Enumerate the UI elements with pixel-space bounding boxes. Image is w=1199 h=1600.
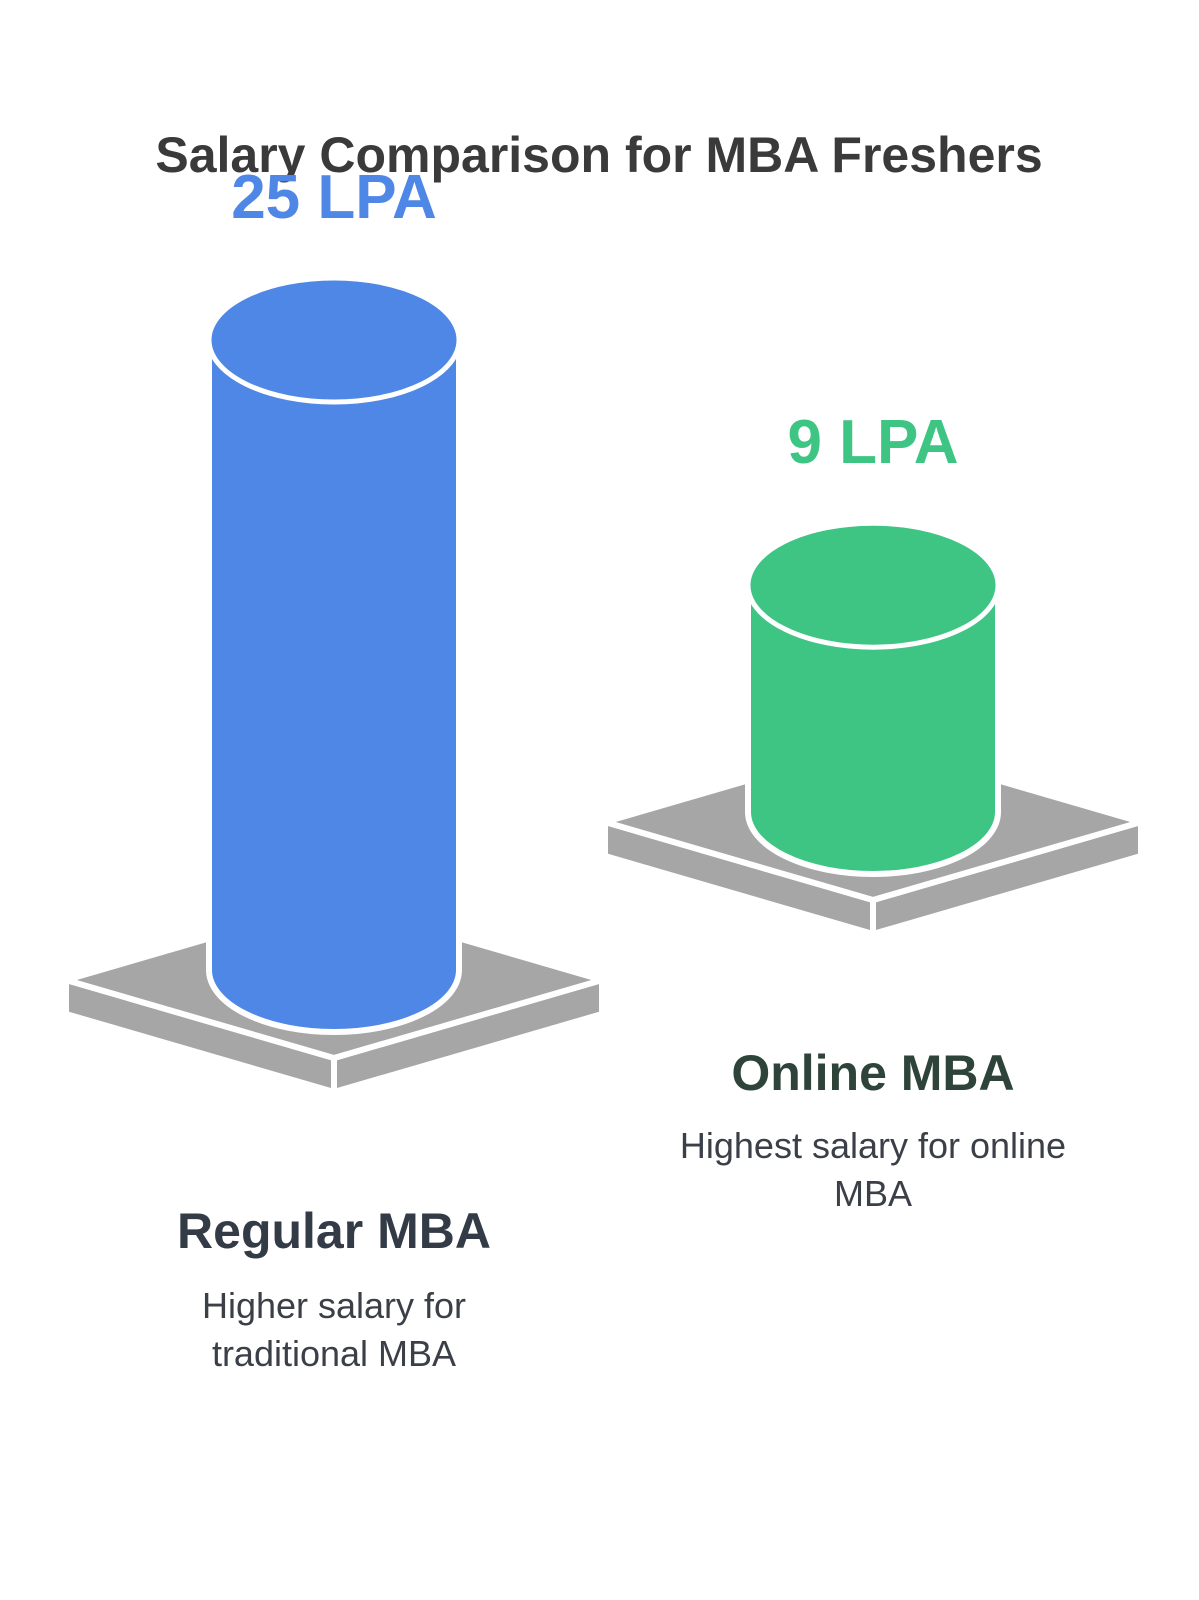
category-label-1: Regular MBA — [177, 1203, 491, 1259]
description-line: Highest salary for online — [680, 1125, 1066, 1166]
description-line: traditional MBA — [212, 1333, 456, 1374]
description-line: Higher salary for — [202, 1285, 466, 1326]
bar-top-2 — [745, 520, 1001, 650]
value-label-2: 9 LPA — [787, 408, 958, 477]
category-label-2: Online MBA — [731, 1045, 1014, 1101]
value-label-1: 25 LPA — [231, 163, 437, 232]
bar-group-1: 25 LPA Regular MBA Higher salary for tradit… — [63, 163, 605, 1374]
description-line: MBA — [834, 1173, 912, 1214]
bars-group: 25 LPA Regular MBA Higher salary for tradit… — [63, 163, 1144, 1374]
bar-group-2: 9 LPA Online MBA Highest salary for online… — [602, 408, 1144, 1214]
bar-body-2 — [745, 582, 1001, 877]
chart-title: Salary Comparison for MBA Freshers — [155, 127, 1042, 183]
bar-body-1 — [206, 337, 462, 1035]
bar-top-1 — [206, 275, 462, 405]
